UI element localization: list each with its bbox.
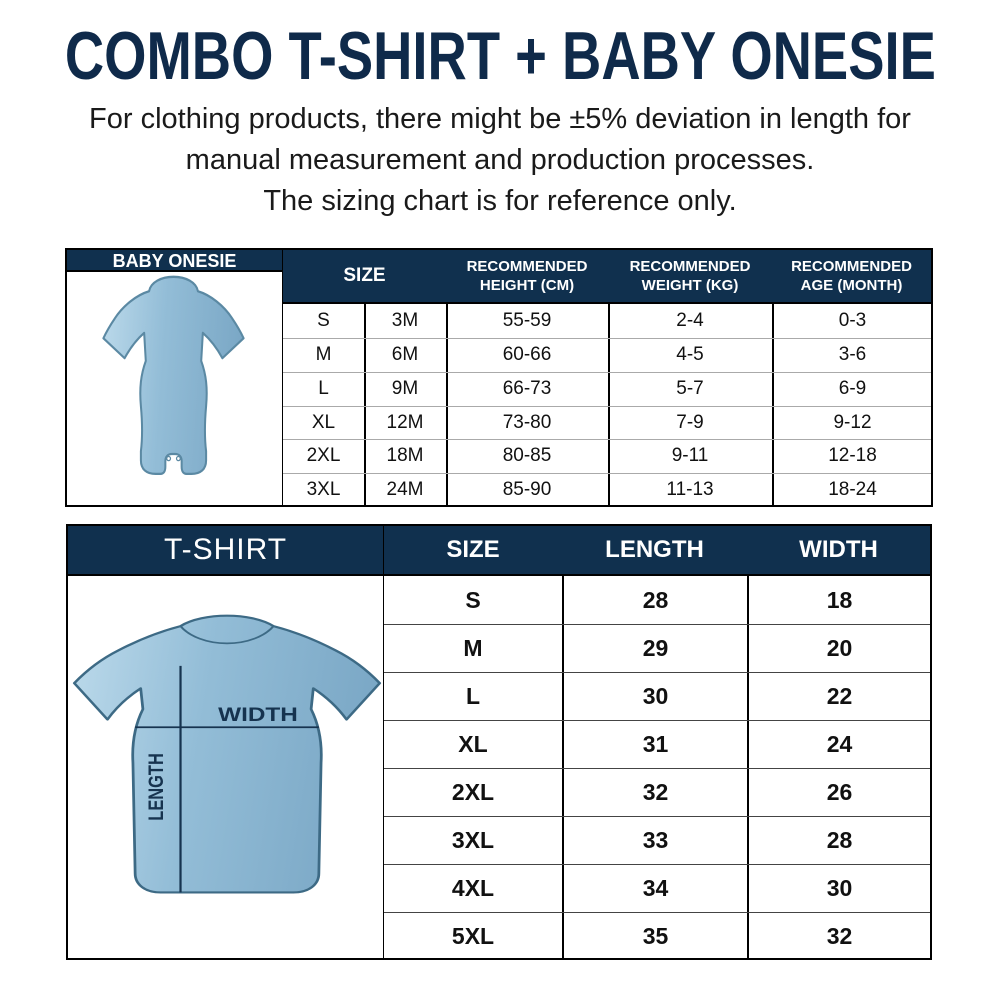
svg-text:WIDTH: WIDTH: [218, 704, 298, 726]
svg-text:LENGTH: LENGTH: [144, 753, 167, 821]
